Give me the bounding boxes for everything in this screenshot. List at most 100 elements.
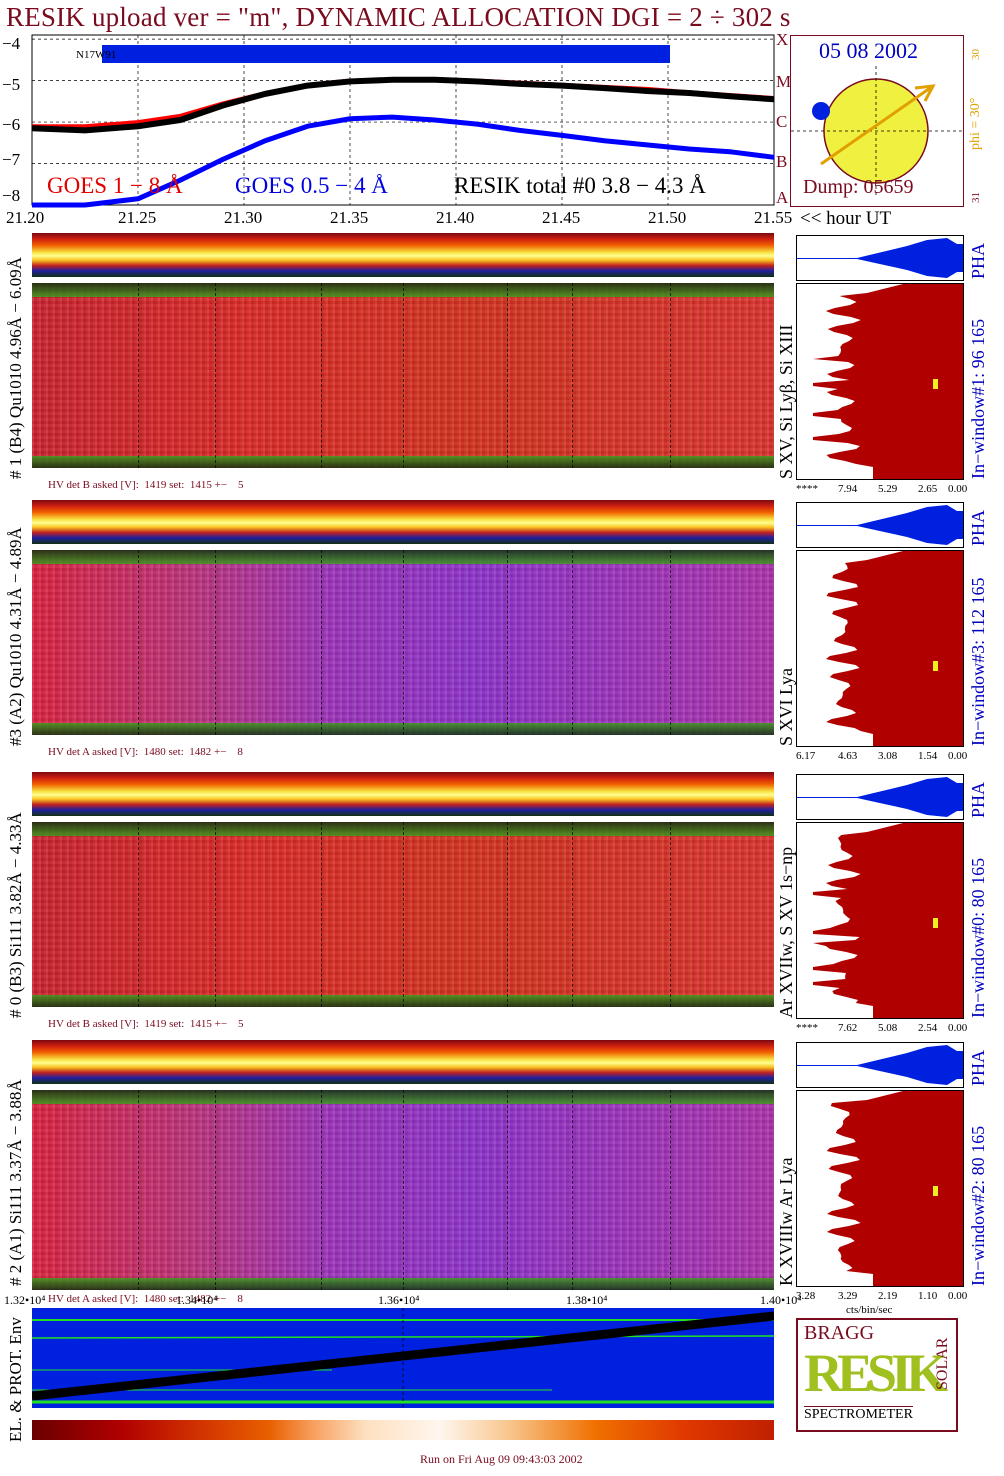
histogram-scale-label: 2.19 [878,1290,898,1302]
in-window-count: In−window#3: 112 165 [968,577,988,746]
in-window-count: In−window#1: 96 165 [968,318,988,479]
spectrum-strip [32,772,774,816]
histogram-scale-label: 4.63 [838,750,858,762]
in-window-count: In−window#2: 80 165 [968,1125,988,1286]
detector-label: # 1 (B4) Qu1010 4.96Å − 6.09Å [6,256,25,479]
histogram-scale-label: **** [796,1022,818,1034]
spectrogram [32,822,774,1007]
histogram-shape [825,551,963,746]
goes-class-letters: X M C B A [776,30,796,210]
env-label: EL. & PROT. Env [6,1317,25,1442]
window-marker [933,1186,938,1196]
page-title: RESIK upload ver = "m", DYNAMIC ALLOCATI… [6,2,791,32]
window-marker [933,661,938,671]
spectrum-strip [32,1040,774,1084]
spectrogram [32,550,774,735]
phi-top-value: 30 [970,49,982,60]
histogram-shape [826,1091,963,1286]
sun-disk [791,66,963,196]
class-m: M [776,72,792,91]
histogram-scale-label: 3.08 [878,750,898,762]
detector-label: #3 (A2) Qu1010 4.31Å − 4.89Å [6,527,25,746]
pha-plot [796,774,964,820]
series-line-2 [32,114,775,208]
histogram-scale-label: 7.62 [838,1022,858,1034]
y-tick-3: −6 [2,115,21,134]
sun-panel: 05 08 2002 Dump: 05659 [790,35,964,207]
y-tick-4: −7 [2,150,21,169]
histogram-scale-label: 5.08 [878,1022,898,1034]
line-identification: S XV, Si Lyβ, Si XIII [776,324,796,479]
x-tick-label: 21.25 [118,208,157,227]
class-x: X [776,30,789,49]
intensity-histogram [796,550,964,747]
pha-shape [797,505,963,545]
env-x-tick-label: 1.32•10⁴ [4,1293,46,1307]
histogram-scale-label: 0.00 [948,750,968,762]
spectrum-strip [32,233,774,277]
flare-position-marker [812,102,830,120]
class-b: B [776,152,788,171]
histogram-scale-label: 6.17 [796,750,816,762]
logo-solar: SOLAR [934,1337,951,1390]
window-marker [933,379,938,389]
detector-label: # 0 (B3) Si111 3.82Å − 4.33Å [6,812,25,1018]
histogram-scale-label: 1.10 [918,1290,938,1302]
resik-logo: BRAGG RESIK SOLAR SPECTROMETER [796,1318,958,1432]
histogram-shape [813,823,963,1018]
pha-plot [796,235,964,281]
series-line-3 [31,76,775,134]
hv-status: HV det B asked [V]: 1419 set: 1415 +− 5 [48,1018,244,1030]
lightcurve-panel: N17W91 GOES 1 − 8 Å GOES 0.5 − 4 Å RESIK… [31,34,775,208]
histogram-scale-label: 5.29 [878,483,898,495]
logo-resik: RESIK [804,1343,948,1403]
legend-goes18: GOES 1 − 8 Å [47,173,183,198]
histogram-shape [813,284,963,479]
hv-status: HV det A asked [V]: 1480 set: 1482 +− 8 [48,746,243,758]
pha-plot [796,502,964,548]
histogram-scale-label: 1.54 [918,750,938,762]
histogram-unit: cts/bin/sec [846,1304,893,1316]
env-x-tick-label: 1.38•10⁴ [566,1293,608,1307]
pha-label: PHA [968,781,988,818]
hv-status: HV det B asked [V]: 1419 set: 1415 +− 5 [48,479,244,491]
legend-resik: RESIK total #0 3.8 − 4.3 Å [454,173,706,198]
histogram-scale-label: 2.65 [918,483,938,495]
env-x-tick-label: 1.36•10⁴ [378,1293,420,1307]
intensity-histogram [796,283,964,480]
line-identification: S XVI Lya [776,668,796,746]
env-x-tick-label: 1.40•10⁴ [760,1293,802,1307]
detector-label: # 2 (A1) Si111 3.37Å − 3.88Å [6,1079,25,1286]
dump-number: Dump: 05659 [803,176,914,198]
histogram-scale-label: 3.29 [838,1290,858,1302]
env-x-tick-label: 1.34•10⁴ [176,1293,218,1307]
histogram-scale-label: **** [796,483,818,495]
histogram-scale-label: 3.28 [796,1290,816,1302]
phi-label: phi = 30° [968,97,983,150]
x-tick-label: 21.35 [330,208,369,227]
class-c: C [776,112,788,131]
x-tick-label: 21.20 [6,208,45,227]
y-tick-5: −8 [2,186,21,205]
env-panel [32,1308,774,1408]
observation-bar-label: N17W91 [76,49,117,61]
logo-bragg: BRAGG [804,1322,875,1344]
env-plot [32,1308,774,1408]
x-tick-label: 21.55 [754,208,793,227]
logo-spectrometer: SPECTROMETER [804,1406,913,1422]
y-tick-2: −5 [2,75,21,94]
y-tick-1: −4 [2,34,21,53]
histogram-scale-label: 7.94 [838,483,858,495]
pha-shape [797,1045,963,1085]
line-identification: K XVIIIw Ar Lya [776,1157,796,1286]
x-tick-label: 21.50 [648,208,687,227]
pha-label: PHA [968,242,988,279]
spectrogram [32,283,774,468]
orientation-arrow [820,84,934,166]
window-marker [933,918,938,928]
histogram-scale-label: 2.54 [918,1022,938,1034]
spectrogram [32,1090,774,1290]
pha-label: PHA [968,509,988,546]
intensity-histogram [796,822,964,1019]
pha-plot [796,1042,964,1088]
